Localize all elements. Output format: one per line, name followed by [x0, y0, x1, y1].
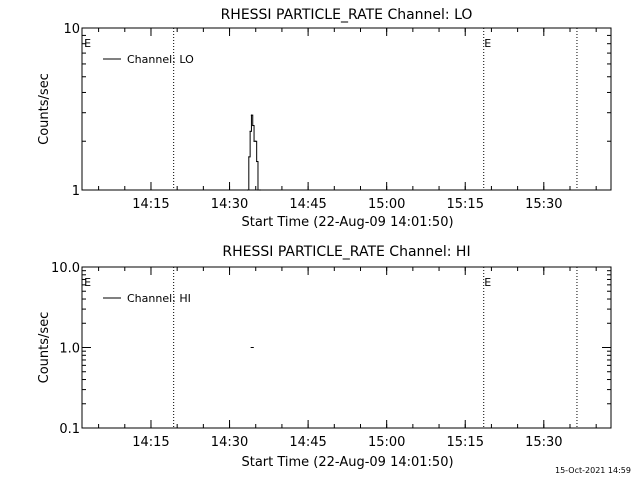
panel-1-point-3: [249, 130, 251, 133]
panel-2-xtick-label-4: 15:00: [368, 435, 405, 450]
panel-1-point-6: [253, 140, 255, 142]
panel-1-point-11: [260, 189, 262, 191]
panel-1-title: RHESSI PARTICLE_RATE Channel: LO: [221, 7, 473, 23]
panel-1-series-1: [247, 114, 261, 191]
panel-1-xtick-label-3: 14:45: [289, 197, 326, 212]
panel-2-xtick-label-6: 15:30: [525, 435, 562, 450]
panel-2-title: RHESSI PARTICLE_RATE Channel: HI: [222, 244, 470, 260]
panel-2-xtick-label-5: 15:15: [447, 435, 484, 450]
panel-1-point-10: [258, 189, 260, 191]
panel-1-xtick-label-4: 15:00: [368, 197, 405, 212]
panel-1-point-8: [256, 160, 258, 163]
panel-1-xlabel: Start Time (22-Aug-09 14:01:50): [241, 215, 453, 230]
panel-2-ylabel: Counts/sec: [37, 312, 52, 384]
panel-2-xtick-label-1: 14:15: [132, 435, 169, 450]
panel-1-eclipse-marker-2: E: [484, 37, 491, 50]
panel-2-ytick-label-3: 10.0: [51, 261, 80, 276]
panel-2-xtick-label-3: 14:45: [289, 435, 326, 450]
panel-2-xtick-label-2: 14:30: [211, 435, 248, 450]
panel-2-eclipse-marker-2: E: [484, 276, 491, 289]
panel-2-xlabel: Start Time (22-Aug-09 14:01:50): [241, 455, 453, 470]
panel-1-point-4: [250, 114, 253, 116]
panel-1-point-2: [248, 156, 250, 158]
panel-1-point-9: [257, 189, 259, 191]
panel-1-point-5: [252, 124, 254, 127]
panel-1-axes-box: [81, 27, 612, 191]
panel-1-ylabel: Counts/sec: [37, 73, 52, 145]
panel-1-point-7: [254, 140, 256, 142]
panel-1-xtick-label-1: 14:15: [132, 197, 169, 212]
footer-timestamp: 15-Oct-2021 14:59: [555, 466, 631, 475]
panel-2-ytick-label-2: 1.0: [59, 342, 80, 357]
panel-1-point-1: [246, 189, 249, 191]
panel-1-ytick-label-1: 1: [72, 184, 80, 199]
panel-2-legend-label: Channel: HI: [127, 292, 191, 305]
panel-1-ytick-label-2: 10: [63, 22, 80, 37]
panel-2-ytick-label-1: 0.1: [59, 422, 80, 437]
panel-1-xtick-label-2: 14:30: [211, 197, 248, 212]
panel-1-xtick-label-6: 15:30: [525, 197, 562, 212]
panel-1-legend-label: Channel: LO: [127, 53, 194, 66]
panel-1-eclipse-marker-1: E: [84, 37, 91, 50]
panel-2-eclipse-marker-1: E: [84, 276, 91, 289]
panel-1-xtick-label-5: 15:15: [447, 197, 484, 212]
